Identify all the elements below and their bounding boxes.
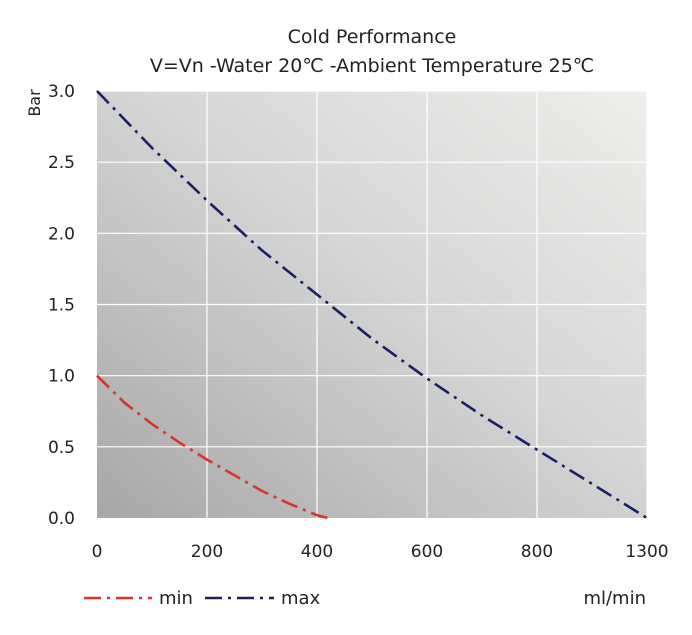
y-tick-label: 1.5	[48, 296, 75, 316]
x-tick-label: 0	[92, 542, 103, 562]
chart-subtitle: V=Vn -Water 20℃ -Ambient Temperature 25℃	[150, 55, 594, 77]
x-tick-label: 1300	[625, 542, 668, 562]
y-tick-label: 2.0	[48, 224, 75, 244]
y-tick-label: 1.0	[48, 367, 75, 387]
y-tick-label: 0.5	[48, 438, 75, 458]
x-tick-label: 200	[191, 542, 223, 562]
series-line-max	[96, 90, 648, 520]
legend-label-min: min	[159, 588, 193, 609]
grid	[97, 90, 648, 518]
y-axis-label: Bar	[25, 89, 44, 117]
y-tick-label: 3.0	[48, 82, 75, 102]
y-ticks: 0.0 0.5 1.0 1.5 2.0 2.5 3.0	[48, 82, 75, 529]
chart-title: Cold Performance	[288, 26, 457, 48]
y-tick-label: 2.5	[48, 153, 75, 173]
series	[96, 90, 648, 520]
x-tick-label: 600	[411, 542, 443, 562]
x-tick-label: 400	[301, 542, 333, 562]
x-tick-label: 800	[521, 542, 553, 562]
x-ticks: 0 200 400 600 800 1300	[92, 542, 669, 562]
legend-label-max: max	[281, 588, 321, 609]
y-tick-label: 0.0	[48, 509, 75, 529]
legend: min max	[84, 588, 321, 609]
series-line-min	[96, 374, 329, 520]
x-axis-label: ml/min	[583, 588, 646, 609]
